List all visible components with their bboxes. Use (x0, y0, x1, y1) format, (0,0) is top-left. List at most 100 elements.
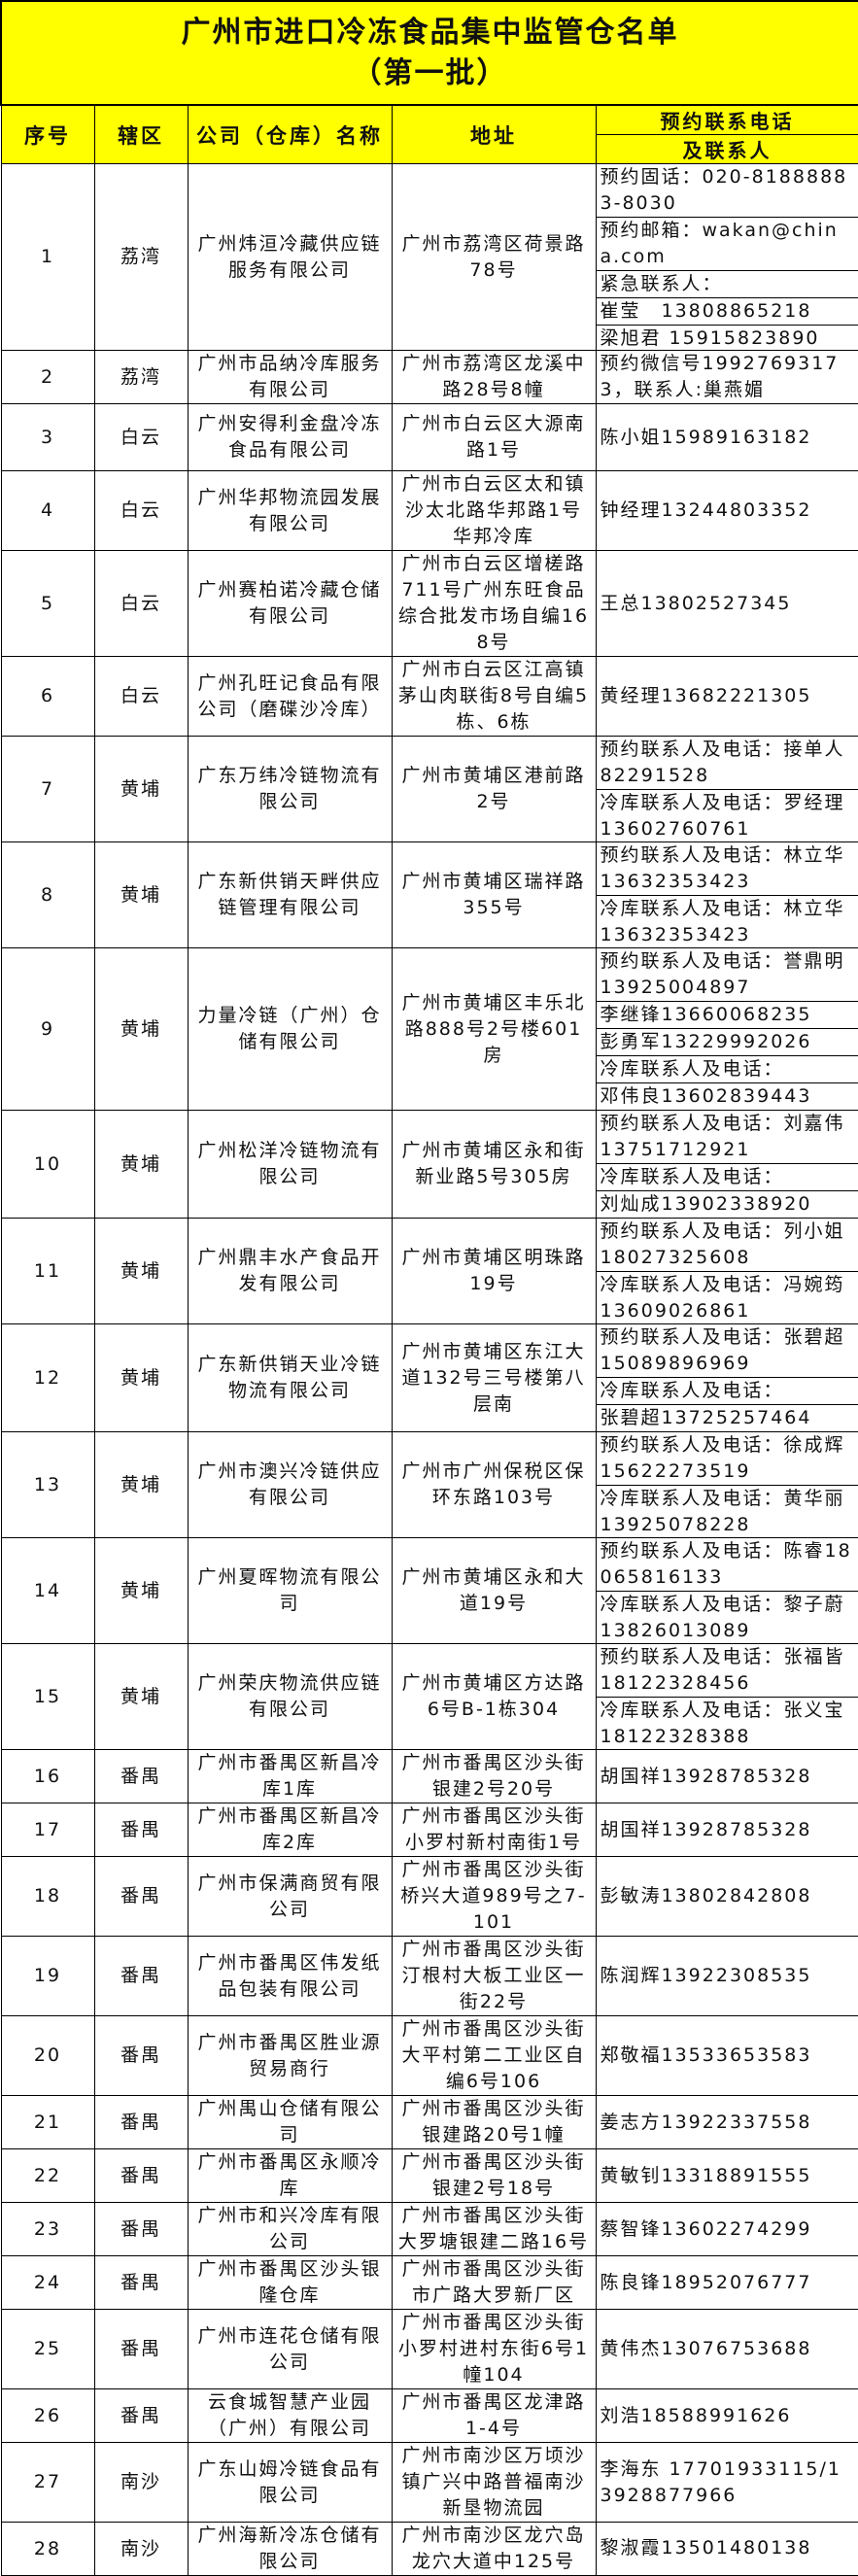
row-district: 南沙 (94, 2443, 188, 2523)
contact-entry: 冷库联系人及电话：林立华13632353423 (597, 895, 858, 948)
contact-entry: 李海东 17701933115/13928877966 (597, 2443, 858, 2522)
row-number: 18 (1, 1857, 94, 1937)
contact-list: 陈良锋18952076777 (597, 2256, 858, 2309)
row-district: 黄埔 (94, 1111, 188, 1219)
contact-list: 王总13802527345 (597, 551, 858, 656)
row-address: 广州市番禺区沙头街银建路20号1幢 (392, 2096, 596, 2149)
row-number: 5 (1, 551, 94, 657)
row-contacts: 陈润辉13922308535 (596, 1937, 858, 2016)
row-district: 白云 (94, 551, 188, 657)
contact-entry: 胡国祥13928785328 (597, 1750, 858, 1803)
row-number: 9 (1, 948, 94, 1111)
row-address: 广州市黄埔区港前路2号 (392, 737, 596, 842)
row-contacts: 钟经理13244803352 (596, 471, 858, 551)
row-number: 12 (1, 1324, 94, 1432)
row-number: 27 (1, 2443, 94, 2523)
row-contacts: 黎淑霞13501480138 (596, 2523, 858, 2576)
row-company: 广东新供销天业冷链物流有限公司 (188, 1324, 392, 1432)
contact-entry: 陈润辉13922308535 (597, 1937, 858, 2015)
contact-list: 姜志方13922337558 (597, 2096, 858, 2148)
row-number: 14 (1, 1538, 94, 1644)
contact-list: 钟经理13244803352 (597, 471, 858, 550)
contact-entry: 彭勇军13229992026 (597, 1028, 858, 1055)
contact-entry: 冷库联系人及电话： (597, 1055, 858, 1082)
contact-list: 彭敏涛13802842808 (597, 1857, 858, 1936)
row-company: 广东万纬冷链物流有限公司 (188, 737, 392, 842)
row-number: 21 (1, 2096, 94, 2149)
row-number: 11 (1, 1219, 94, 1324)
row-district: 黄埔 (94, 1644, 188, 1750)
contact-entry: 预约联系人及电话：誉鼎明13925004897 (597, 948, 858, 1001)
contact-entry: 钟经理13244803352 (597, 471, 858, 550)
row-district: 白云 (94, 657, 188, 737)
contact-entry: 紧急联系人： (597, 270, 858, 297)
row-district: 黄埔 (94, 842, 188, 948)
row-company: 广州市番禺区新昌冷库2库 (188, 1803, 392, 1857)
row-number: 7 (1, 737, 94, 842)
contact-entry: 刘浩18588991626 (597, 2389, 858, 2442)
title-line-1: 广州市进口冷冻食品集中监管仓名单 (2, 13, 858, 53)
row-district: 黄埔 (94, 1432, 188, 1538)
row-address: 广州市番禺区沙头街桥兴大道989号之7-101 (392, 1857, 596, 1937)
contact-entry: 预约联系人及电话：接单人82291528 (597, 737, 858, 789)
contact-entry: 陈小姐15989163182 (597, 404, 858, 470)
row-contacts: 胡国祥13928785328 (596, 1803, 858, 1857)
contact-entry: 张碧超13725257464 (597, 1404, 858, 1431)
row-district: 黄埔 (94, 948, 188, 1111)
header-company: 公司（仓库）名称 (188, 105, 392, 164)
row-number: 25 (1, 2310, 94, 2389)
row-address: 广州市番禺区沙头街小罗村进村东街6号1幢104 (392, 2310, 596, 2389)
row-contacts: 李海东 17701933115/13928877966 (596, 2443, 858, 2523)
row-address: 广州市白云区大源南路1号 (392, 404, 596, 471)
row-district: 番禺 (94, 1857, 188, 1937)
row-district: 黄埔 (94, 1219, 188, 1324)
contact-list: 胡国祥13928785328 (597, 1750, 858, 1803)
row-number: 28 (1, 2523, 94, 2576)
row-address: 广州市白云区太和镇沙太北路华邦路1号华邦冷库 (392, 471, 596, 551)
row-number: 20 (1, 2016, 94, 2096)
contact-entry: 预约微信号19927693173，联系人:巢燕媚 (597, 351, 858, 403)
row-address: 广州市黄埔区永和大道19号 (392, 1538, 596, 1644)
row-company: 广州海新冷冻仓储有限公司 (188, 2523, 392, 2576)
row-company: 广州夏晖物流有限公司 (188, 1538, 392, 1644)
row-district: 番禺 (94, 1803, 188, 1857)
row-address: 广州市黄埔区瑞祥路355号 (392, 842, 596, 948)
row-company: 广州市和兴冷库有限公司 (188, 2203, 392, 2256)
contact-list: 郑敬福13533653583 (597, 2016, 858, 2095)
row-company: 广东新供销天畔供应链管理有限公司 (188, 842, 392, 948)
contact-entry: 预约联系人及电话：张碧超15089896969 (597, 1324, 858, 1377)
contact-entry: 预约联系人及电话：徐成辉15622273519 (597, 1432, 858, 1485)
row-number: 19 (1, 1937, 94, 2016)
row-company: 广州市番禺区沙头银隆仓库 (188, 2256, 392, 2310)
row-address: 广州市番禺区沙头街大罗塘银建二路16号 (392, 2203, 596, 2256)
row-address: 广州市番禺区沙头街汀根村大板工业区一街22号 (392, 1937, 596, 2016)
row-company: 广州市番禺区胜业源贸易商行 (188, 2016, 392, 2096)
header-district: 辖区 (94, 105, 188, 164)
contact-list: 黄敏钊13318891555 (597, 2149, 858, 2202)
row-district: 番禺 (94, 2016, 188, 2096)
contact-entry: 彭敏涛13802842808 (597, 1857, 858, 1936)
row-company: 广州炜洹冷藏供应链服务有限公司 (188, 164, 392, 351)
contact-entry: 冷库联系人及电话：黎子蔚13826013089 (597, 1591, 858, 1644)
row-company: 广州孔旺记食品有限公司（磨碟沙冷库） (188, 657, 392, 737)
contact-entry: 冷库联系人及电话： (597, 1163, 858, 1190)
contact-list: 蔡智锋13602274299 (597, 2203, 858, 2255)
contact-list: 刘浩18588991626 (597, 2389, 858, 2442)
